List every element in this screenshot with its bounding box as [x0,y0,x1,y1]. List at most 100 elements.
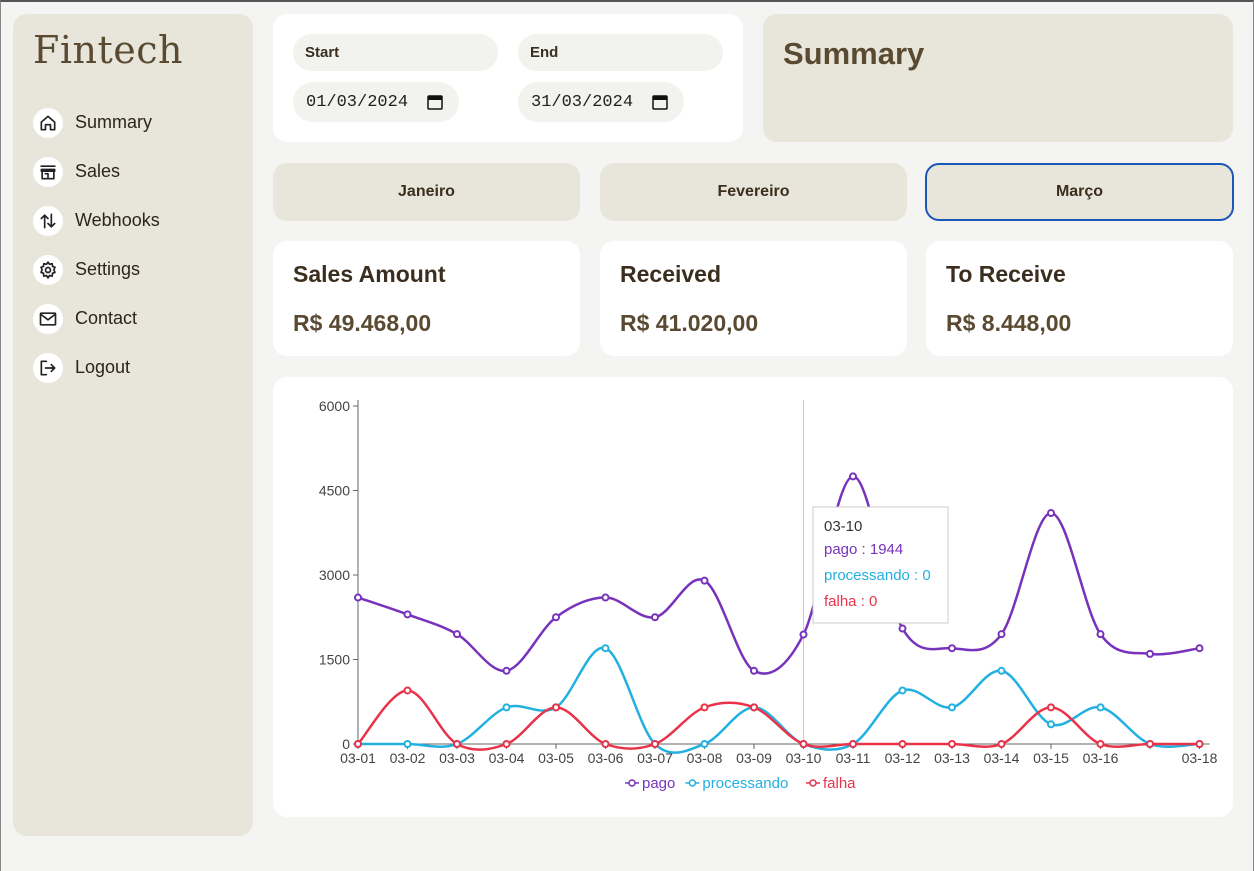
data-point-pago [799,630,808,639]
data-point-processando [700,740,709,748]
sidebar-item-settings[interactable]: Settings [33,245,160,294]
end-label: End [518,34,723,71]
data-point-processando [898,686,907,695]
data-point-pago [898,624,907,633]
x-tick-label: 03-09 [736,750,772,766]
x-tick-label: 03-02 [390,750,426,766]
data-point-falha [552,703,560,712]
data-point-pago [1146,649,1154,658]
data-point-falha [502,740,511,748]
data-point-processando [502,703,511,712]
calendar-icon[interactable] [652,94,668,110]
arrows-updown-icon [33,205,63,236]
month-button-fevereiro[interactable]: Fevereiro [600,163,907,221]
calendar-icon[interactable] [427,94,443,110]
logout-icon [33,352,63,383]
x-tick-label: 03-08 [687,750,723,766]
x-tick-label: 03-01 [340,750,376,766]
data-point-falha [403,686,412,695]
data-point-pago [552,613,560,622]
tooltip-line-falha: falha : 0 [824,593,877,610]
sidebar-item-label: Webhooks [75,210,160,230]
data-point-falha [601,740,610,748]
data-point-pago [750,666,758,675]
sidebar: Fintech Summary Sales Webhooks Settings [13,14,253,836]
legend-label-falha: falha [823,775,856,792]
y-tick-label: 0 [342,736,350,752]
legend-marker-dot-pago [628,779,636,787]
data-point-pago [997,630,1006,639]
data-point-pago [1195,644,1204,653]
sidebar-item-summary[interactable]: Summary [33,98,160,147]
x-tick-label: 03-18 [1182,750,1218,766]
data-point-falha [1096,740,1105,748]
stat-value: R$ 49.468,00 [293,310,432,336]
y-tick-label: 6000 [319,398,350,414]
data-point-falha [849,740,857,748]
x-tick-label: 03-06 [588,750,624,766]
sidebar-item-logout[interactable]: Logout [33,343,160,392]
data-point-pago [849,472,857,481]
data-point-processando [948,703,956,712]
data-point-falha [898,740,907,748]
sales-line-chart[interactable]: 0 1500 3000 4500 6000 03-01 03-02 03-03 03-04 03-… [273,377,1233,817]
series-line-processando [358,646,1200,754]
stat-card-received: Received R$ 41.020,00 [600,241,907,356]
sidebar-item-label: Summary [75,112,153,132]
gear-icon [33,254,63,285]
summary-header: Summary [763,14,1233,142]
series-line-falha [357,689,1200,751]
data-point-falha [1047,703,1055,712]
stat-value: R$ 8.448,00 [946,310,1072,336]
data-point-pago [354,593,362,602]
start-date-value: 01/03/2024 [306,92,409,112]
data-point-falha [799,740,808,748]
sidebar-item-label: Contact [75,308,138,328]
legend-marker-dot-falha [809,779,817,787]
data-point-processando [403,740,412,748]
data-point-pago [601,593,610,602]
sidebar-nav: Summary Sales Webhooks Settings Contact [33,98,160,392]
x-tick-label: 03-16 [1083,750,1119,766]
sidebar-item-sales[interactable]: Sales [33,147,160,196]
stat-label: Received [620,261,722,287]
sidebar-item-contact[interactable]: Contact [33,294,160,343]
x-tick-label: 03-13 [934,750,970,766]
start-label: Start [293,34,498,71]
sidebar-item-label: Settings [75,259,141,279]
data-point-falha [948,740,956,748]
month-button-janeiro[interactable]: Janeiro [273,163,580,221]
data-point-falha [700,703,709,712]
legend-label-pago: pago [642,775,675,792]
data-point-processando [997,666,1006,675]
data-point-processando [1047,720,1055,729]
tooltip-line-processando: processando : 0 [824,567,931,584]
chart-card: 0 1500 3000 4500 6000 03-01 03-02 03-03 03-04 03-… [273,377,1233,817]
data-point-processando [1096,703,1105,712]
y-tick-label: 3000 [319,567,350,583]
app-logo: Fintech [33,28,184,72]
data-point-pago [453,630,461,639]
end-date-input[interactable]: 31/03/2024 [518,82,684,122]
data-point-falha [651,740,659,748]
data-point-pago [1047,509,1055,518]
store-icon [33,156,63,187]
stat-value: R$ 41.020,00 [620,310,759,336]
stat-card-to-receive: To Receive R$ 8.448,00 [926,241,1233,356]
sidebar-item-webhooks[interactable]: Webhooks [33,196,160,245]
stat-label: Sales Amount [293,261,446,287]
series-line-pago [357,475,1200,675]
x-tick-label: 03-15 [1033,750,1069,766]
x-tick-label: 03-11 [836,750,871,766]
data-point-pago [700,576,709,585]
x-tick-label: 03-07 [637,750,673,766]
data-point-falha [997,740,1006,748]
data-point-falha [1146,740,1154,748]
x-tick-label: 03-04 [489,750,525,766]
data-point-pago [651,613,659,622]
x-tick-label: 03-14 [984,750,1020,766]
month-button-marco[interactable]: Março [925,163,1234,221]
start-date-input[interactable]: 01/03/2024 [293,82,459,122]
home-icon [33,107,63,138]
date-filter-card: Start 01/03/2024 End 31/03/2024 [273,14,743,142]
